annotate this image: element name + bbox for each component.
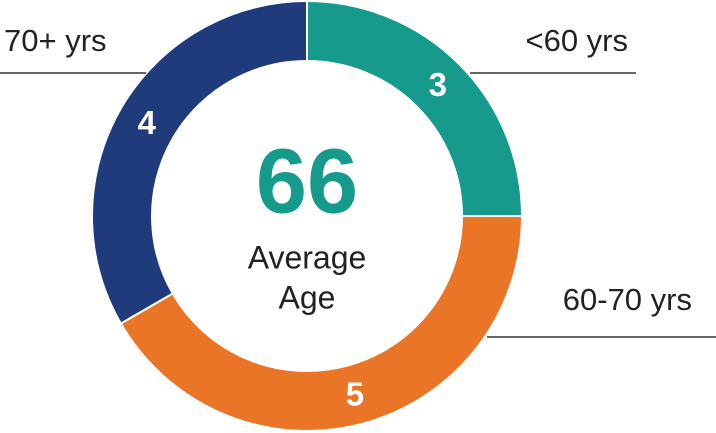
donut-segment: [91, 0, 308, 325]
center-label: Age: [279, 279, 336, 315]
center-label: Average: [248, 239, 367, 275]
center-value: 66: [256, 130, 358, 232]
value-label: 5: [346, 375, 364, 412]
category-label: 60-70 yrs: [563, 282, 692, 317]
category-label: 70+ yrs: [4, 23, 107, 58]
donut-segment: [119, 215, 524, 432]
value-label: 4: [138, 104, 157, 141]
category-label: <60 yrs: [525, 23, 628, 58]
value-label: 3: [429, 66, 447, 103]
